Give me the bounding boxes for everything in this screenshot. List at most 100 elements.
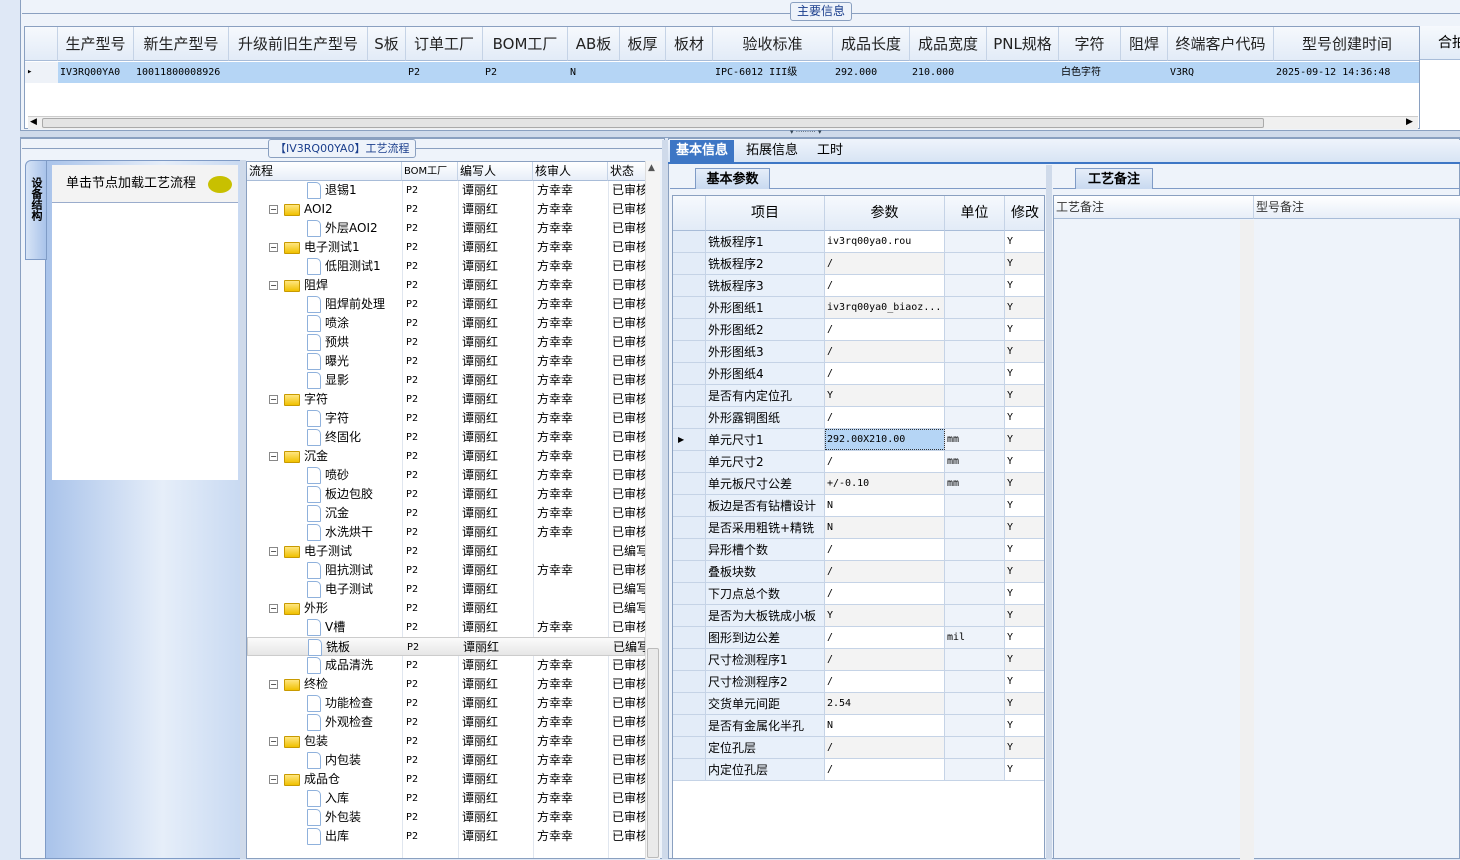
tab-basic-info[interactable]: 基本信息: [670, 140, 735, 162]
tree-node[interactable]: 低阻测试1: [301, 257, 402, 276]
tree-node[interactable]: 铣板: [302, 638, 403, 657]
tree-row[interactable]: 出库 P2 谭丽红 方幸幸 已审核: [247, 827, 646, 846]
column-header[interactable]: 成品宽度: [910, 27, 987, 61]
cell[interactable]: 2025-09-12 14:36:48: [1274, 62, 1419, 83]
param-value[interactable]: /: [825, 627, 945, 648]
tree-node[interactable]: − 包装: [269, 732, 402, 751]
tree-row[interactable]: − 字符 P2 谭丽红 方幸幸 已审核: [247, 390, 646, 409]
column-header[interactable]: 生产型号: [58, 27, 134, 61]
param-value[interactable]: /: [825, 407, 945, 428]
horizontal-scrollbar[interactable]: ◀ ▶: [28, 116, 1418, 129]
param-row[interactable]: 铣板程序2/ Y: [673, 253, 1044, 275]
tree-node[interactable]: V槽: [301, 618, 402, 637]
param-row[interactable]: 是否有内定位孔 Y Y: [673, 385, 1044, 407]
tree-row[interactable]: 外层AOI2 P2 谭丽红 方幸幸 已审核: [247, 219, 646, 238]
tree-node[interactable]: 内包装: [301, 751, 402, 770]
param-column-header[interactable]: 修改: [1005, 196, 1044, 231]
tree-row[interactable]: 板边包胶 P2 谭丽红 方幸幸 已审核: [247, 485, 646, 504]
cell[interactable]: [987, 62, 1059, 83]
cell[interactable]: IV3RQ00YA0: [58, 62, 134, 83]
param-value[interactable]: /: [825, 275, 945, 296]
column-header[interactable]: 阻焊: [1121, 27, 1168, 61]
tree-row[interactable]: 显影 P2 谭丽红 方幸幸 已审核: [247, 371, 646, 390]
tree-row[interactable]: 预烘 P2 谭丽红 方幸幸 已审核: [247, 333, 646, 352]
param-row[interactable]: 外形图纸3/ Y: [673, 341, 1044, 363]
cell[interactable]: N: [568, 62, 620, 83]
tree-row[interactable]: − 沉金 P2 谭丽红 方幸幸 已审核: [247, 447, 646, 466]
tree-row[interactable]: − AOI2 P2 谭丽红 方幸幸 已审核: [247, 200, 646, 219]
cell[interactable]: P2: [483, 62, 568, 83]
tree-row[interactable]: 功能检查 P2 谭丽红 方幸幸 已审核: [247, 694, 646, 713]
param-row[interactable]: 单元板尺寸公差 +/-0.10 mm Y: [673, 473, 1044, 495]
scroll-left-icon[interactable]: ◀: [30, 117, 37, 127]
param-value[interactable]: /: [825, 341, 945, 362]
cell[interactable]: 10011800008926: [134, 62, 229, 83]
tree-row[interactable]: V槽 P2 谭丽红 方幸幸 已审核: [247, 618, 646, 637]
tree-row[interactable]: 阻焊前处理 P2 谭丽红 方幸幸 已审核: [247, 295, 646, 314]
param-value[interactable]: /: [825, 671, 945, 692]
param-row[interactable]: 是否有金属化半孔 N Y: [673, 715, 1044, 737]
param-value[interactable]: +/-0.10: [825, 473, 945, 494]
column-header[interactable]: 订单工厂: [406, 27, 483, 61]
tree-node[interactable]: 曝光: [301, 352, 402, 371]
tree-row[interactable]: 入库 P2 谭丽红 方幸幸 已审核: [247, 789, 646, 808]
tree-column-header[interactable]: 编写人: [458, 162, 533, 181]
param-row[interactable]: 铣板程序1 iv3rq00ya0.rou Y: [673, 231, 1044, 253]
tree-row[interactable]: − 终检 P2 谭丽红 方幸幸 已审核: [247, 675, 646, 694]
scroll-thumb[interactable]: [647, 648, 659, 858]
column-header[interactable]: 板厚: [620, 27, 666, 61]
tree-node[interactable]: 外层AOI2: [301, 219, 402, 238]
column-header[interactable]: 型号创建时间: [1274, 27, 1419, 61]
tree-node[interactable]: 沉金: [301, 504, 402, 523]
tree-row[interactable]: 喷涂 P2 谭丽红 方幸幸 已审核: [247, 314, 646, 333]
column-header[interactable]: 板材: [666, 27, 713, 61]
cell[interactable]: 210.000: [910, 62, 987, 83]
param-column-header[interactable]: 单位: [945, 196, 1005, 231]
tree-node[interactable]: − 成品仓: [269, 770, 402, 789]
param-value[interactable]: 292.00X210.00: [825, 429, 945, 450]
param-column-header[interactable]: 参数: [825, 196, 945, 231]
cell[interactable]: [368, 62, 406, 83]
cell[interactable]: [229, 62, 368, 83]
tree-row[interactable]: 水洗烘干 P2 谭丽红 方幸幸 已审核: [247, 523, 646, 542]
column-header[interactable]: 新生产型号: [134, 27, 229, 61]
tree-node[interactable]: 入库: [301, 789, 402, 808]
tab-work-hours[interactable]: 工时: [817, 143, 844, 158]
tree-row[interactable]: − 外形 P2 谭丽红 已编写: [247, 599, 646, 618]
tree-column-header[interactable]: 核审人: [533, 162, 608, 181]
param-row[interactable]: 定位孔层 / Y: [673, 737, 1044, 759]
params-grid[interactable]: 项目 参数 单位 修改 铣板程序1 iv3rq00ya0.rou Y 铣板程序2/Y 铣板程序…: [672, 195, 1045, 859]
column-header[interactable]: 字符: [1059, 27, 1121, 61]
tree-vertical-scrollbar[interactable]: ▲: [645, 161, 660, 859]
scroll-up-icon[interactable]: ▲: [648, 163, 655, 173]
collapse-icon[interactable]: −: [269, 205, 278, 214]
column-header[interactable]: BOM工厂: [483, 27, 568, 61]
tree-column-header[interactable]: BOM工厂: [402, 162, 458, 181]
remark-scrollbar[interactable]: [1240, 220, 1254, 860]
param-value[interactable]: N: [825, 517, 945, 538]
cell[interactable]: 292.000: [833, 62, 910, 83]
tree-node[interactable]: 板边包胶: [301, 485, 402, 504]
param-row[interactable]: 叠板块数 / Y: [673, 561, 1044, 583]
tree-row[interactable]: 阻抗测试 P2 谭丽红 方幸幸 已审核: [247, 561, 646, 580]
tree-node[interactable]: − 沉金: [269, 447, 402, 466]
equipment-tree[interactable]: [52, 203, 238, 480]
collapse-icon[interactable]: −: [269, 775, 278, 784]
cell[interactable]: [620, 62, 666, 83]
collapse-icon[interactable]: −: [269, 281, 278, 290]
param-value[interactable]: 2.54: [825, 693, 945, 714]
param-row[interactable]: 单元尺寸2/mm Y: [673, 451, 1044, 473]
tree-node[interactable]: 喷涂: [301, 314, 402, 333]
tree-node[interactable]: 成品清洗: [301, 656, 402, 675]
collapse-icon[interactable]: −: [269, 243, 278, 252]
scroll-thumb[interactable]: [42, 118, 1264, 128]
subtab-process-remarks[interactable]: 工艺备注: [1075, 168, 1153, 189]
tree-row[interactable]: − 电子测试 P2 谭丽红 已编写: [247, 542, 646, 561]
param-column-header[interactable]: 项目: [706, 196, 825, 231]
param-value[interactable]: /: [825, 737, 945, 758]
param-value[interactable]: /: [825, 649, 945, 670]
collapse-icon[interactable]: −: [269, 547, 278, 556]
tree-row[interactable]: 终固化 P2 谭丽红 方幸幸 已审核: [247, 428, 646, 447]
param-value[interactable]: N: [825, 715, 945, 736]
collapse-icon[interactable]: −: [269, 395, 278, 404]
